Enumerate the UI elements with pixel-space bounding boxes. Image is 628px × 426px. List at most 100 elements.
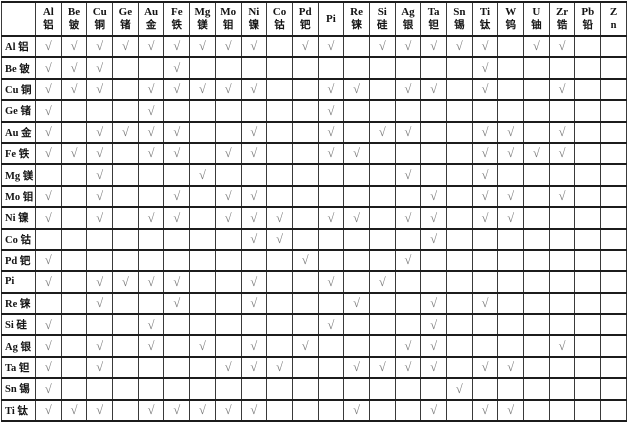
- empty-cell: [189, 313, 216, 337]
- check-cell: √: [214, 77, 242, 102]
- column-header-zr: Zr 锆: [548, 1, 576, 37]
- column-chinese-name: 钛: [479, 20, 491, 31]
- empty-cell: [446, 248, 473, 273]
- corner-cell: [1, 1, 36, 37]
- empty-cell: [86, 227, 114, 251]
- check-cell: √: [317, 99, 345, 123]
- empty-cell: [112, 141, 139, 166]
- table-row: Ge 锗 √ √ √: [1, 99, 627, 123]
- empty-cell: [523, 56, 550, 80]
- column-header-al: Al 铝: [35, 1, 62, 37]
- empty-cell: [214, 291, 242, 316]
- check-cell: √: [471, 398, 499, 423]
- empty-cell: [497, 34, 525, 59]
- empty-cell: [523, 163, 550, 187]
- check-cell: √: [112, 34, 139, 59]
- empty-cell: [291, 355, 319, 380]
- empty-cell: [497, 99, 525, 123]
- empty-cell: [317, 227, 345, 251]
- column-header-pd: Pd 钯: [291, 1, 319, 37]
- empty-cell: [214, 120, 242, 144]
- empty-cell: [574, 206, 602, 230]
- column-symbol: Zr: [555, 6, 569, 18]
- check-cell: √: [471, 56, 499, 80]
- empty-cell: [112, 99, 139, 123]
- column-symbol: Be: [67, 6, 81, 18]
- empty-cell: [548, 227, 576, 251]
- empty-cell: [471, 227, 499, 251]
- empty-cell: [368, 398, 396, 423]
- column-symbol: Mo: [220, 6, 237, 18]
- check-cell: √: [291, 34, 319, 59]
- check-cell: √: [240, 270, 268, 294]
- empty-cell: [240, 377, 268, 401]
- empty-cell: [86, 377, 114, 401]
- empty-cell: [266, 291, 293, 316]
- column-chinese-name: 铜: [94, 20, 105, 31]
- empty-cell: [60, 206, 88, 230]
- empty-cell: [60, 99, 88, 123]
- check-cell: √: [394, 163, 422, 187]
- empty-cell: [600, 291, 627, 316]
- empty-cell: [291, 227, 319, 251]
- check-cell: √: [163, 270, 191, 294]
- empty-cell: [137, 248, 165, 273]
- check-cell: √: [60, 77, 88, 102]
- empty-cell: [214, 163, 242, 187]
- empty-cell: [189, 270, 216, 294]
- empty-cell: [600, 227, 627, 251]
- empty-cell: [446, 355, 473, 380]
- empty-cell: [291, 313, 319, 337]
- empty-cell: [394, 141, 422, 166]
- empty-cell: [343, 334, 370, 358]
- check-cell: √: [86, 56, 114, 80]
- column-symbol: Au: [144, 6, 159, 18]
- empty-cell: [240, 313, 268, 337]
- column-chinese-name: 钴: [274, 20, 285, 31]
- empty-cell: [548, 248, 576, 273]
- check-cell: √: [137, 334, 165, 358]
- empty-cell: [368, 56, 396, 80]
- check-cell: √: [394, 248, 422, 273]
- empty-cell: [343, 99, 370, 123]
- empty-cell: [60, 291, 88, 316]
- empty-cell: [523, 99, 550, 123]
- empty-cell: [574, 184, 602, 209]
- empty-cell: [574, 77, 602, 102]
- empty-cell: [600, 141, 627, 166]
- check-cell: √: [291, 248, 319, 273]
- empty-cell: [291, 120, 319, 144]
- check-cell: √: [240, 77, 268, 102]
- empty-cell: [317, 355, 345, 380]
- empty-cell: [394, 99, 422, 123]
- empty-cell: [548, 56, 576, 80]
- empty-cell: [446, 184, 473, 209]
- check-cell: √: [86, 206, 114, 230]
- empty-cell: [35, 227, 62, 251]
- check-cell: √: [420, 398, 447, 423]
- check-cell: √: [163, 120, 191, 144]
- empty-cell: [189, 377, 216, 401]
- check-cell: √: [343, 398, 370, 423]
- empty-cell: [523, 227, 550, 251]
- column-chinese-name: 铅: [582, 20, 594, 31]
- check-cell: √: [214, 184, 242, 209]
- empty-cell: [214, 56, 242, 80]
- empty-cell: [523, 206, 550, 230]
- check-cell: √: [471, 77, 499, 102]
- empty-cell: [189, 141, 216, 166]
- row-header: Sn 锡: [1, 377, 36, 401]
- column-symbol: Z: [609, 6, 618, 18]
- empty-cell: [214, 99, 242, 123]
- table-row: Ag 银 √ √ √ √ √ √ √ √ √: [1, 334, 627, 358]
- check-cell: √: [420, 313, 447, 337]
- empty-cell: [574, 334, 602, 358]
- empty-cell: [471, 248, 499, 273]
- empty-cell: [163, 248, 191, 273]
- check-cell: √: [60, 141, 88, 166]
- empty-cell: [420, 270, 447, 294]
- column-header-mo: Mo 钼: [214, 1, 242, 37]
- empty-cell: [343, 34, 370, 59]
